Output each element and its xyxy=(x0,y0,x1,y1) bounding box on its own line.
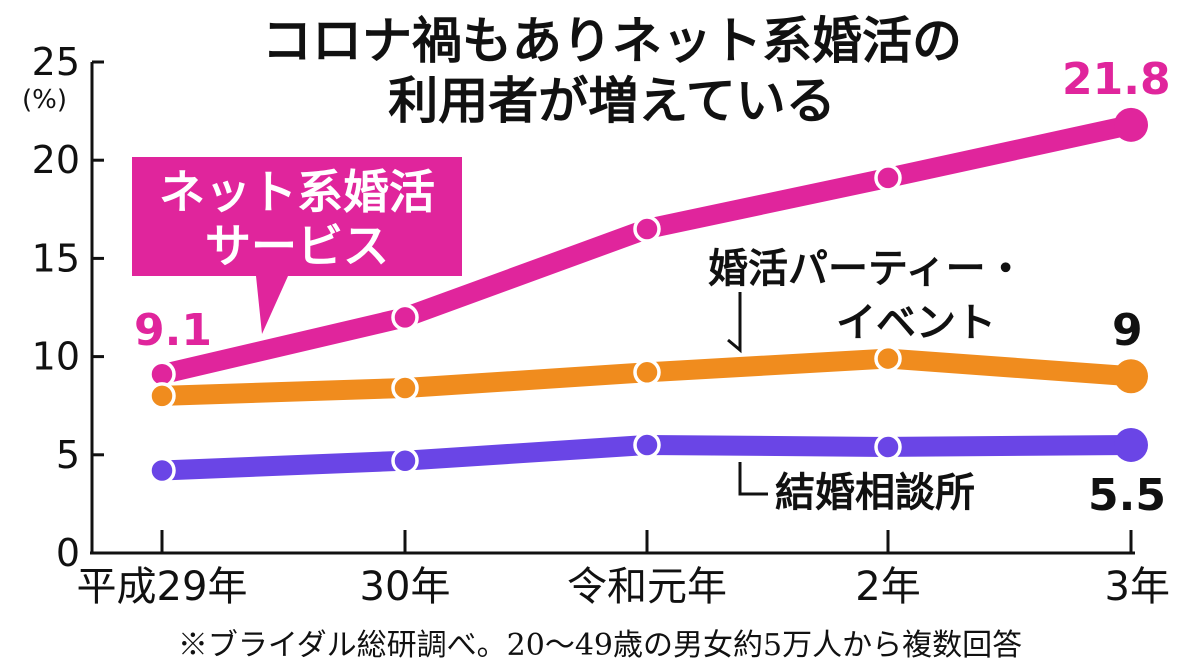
data-point-agency xyxy=(874,433,902,461)
data-point-party xyxy=(1114,359,1148,394)
y-tick-label: 0 xyxy=(56,531,80,575)
data-point-net xyxy=(391,303,419,332)
y-tick-label: 10 xyxy=(32,335,80,379)
chart-title-line-1: コロナ禍もありネット系婚活の xyxy=(262,12,962,70)
data-point-party xyxy=(874,344,902,373)
series-label-agency-text: 結婚相談所 xyxy=(775,470,975,516)
source-note: ※ブライダル総研調べ。20〜49歳の男女約5万人から複数回答 xyxy=(178,628,1022,663)
data-point-agency xyxy=(148,456,176,485)
data-point-agency xyxy=(1114,427,1148,462)
y-tick-label: 15 xyxy=(32,236,80,280)
series-label-agency: 結婚相談所 xyxy=(738,462,975,516)
series-label-agency-pointer xyxy=(738,462,768,496)
callout-box xyxy=(132,157,462,334)
data-point-net xyxy=(874,164,902,192)
value-label-party-last: 9 xyxy=(1112,305,1143,356)
series-label-party: 婚活パーティー・ イベント xyxy=(708,246,1026,354)
x-tick-label: 2年 xyxy=(855,564,920,610)
data-point-net xyxy=(1114,107,1148,142)
series-label-party-line-1: 婚活パーティー・ xyxy=(708,246,1026,292)
value-label-net-first: 9.1 xyxy=(134,305,212,356)
y-tick-label: 25 xyxy=(32,40,80,84)
data-point-party xyxy=(148,382,176,410)
series-label-party-pointer xyxy=(727,292,742,354)
y-axis-unit: (%) xyxy=(22,85,67,115)
x-tick-label: 3年 xyxy=(1105,564,1170,610)
data-point-agency xyxy=(391,446,419,475)
data-point-party xyxy=(633,358,661,387)
value-label-net-last: 21.8 xyxy=(1062,54,1171,105)
data-point-net xyxy=(633,215,661,243)
series-label-net-line-1: ネット系婚活 xyxy=(159,165,435,219)
y-axis-ticks: 0 5 10 15 20 25 xyxy=(32,40,104,575)
x-tick-label: 令和元年 xyxy=(567,564,727,610)
x-tick-label: 平成29年 xyxy=(77,564,248,610)
series-label-party-line-2: イベント xyxy=(836,300,996,346)
y-tick-label: 5 xyxy=(56,433,80,477)
x-tick-label: 30年 xyxy=(360,564,451,610)
series-label-net-callout: ネット系婚活 サービス xyxy=(132,157,462,334)
series-points xyxy=(148,107,1148,485)
y-tick-label: 20 xyxy=(32,138,80,182)
chart-title-line-2: 利用者が増えている xyxy=(388,72,836,130)
data-point-party xyxy=(391,374,419,402)
value-label-agency-last: 5.5 xyxy=(1088,470,1166,521)
series-label-net-line-2: サービス xyxy=(205,219,389,273)
x-axis-ticks: 平成29年 30年 令和元年 2年 3年 xyxy=(77,530,1170,610)
data-point-agency xyxy=(633,431,661,459)
